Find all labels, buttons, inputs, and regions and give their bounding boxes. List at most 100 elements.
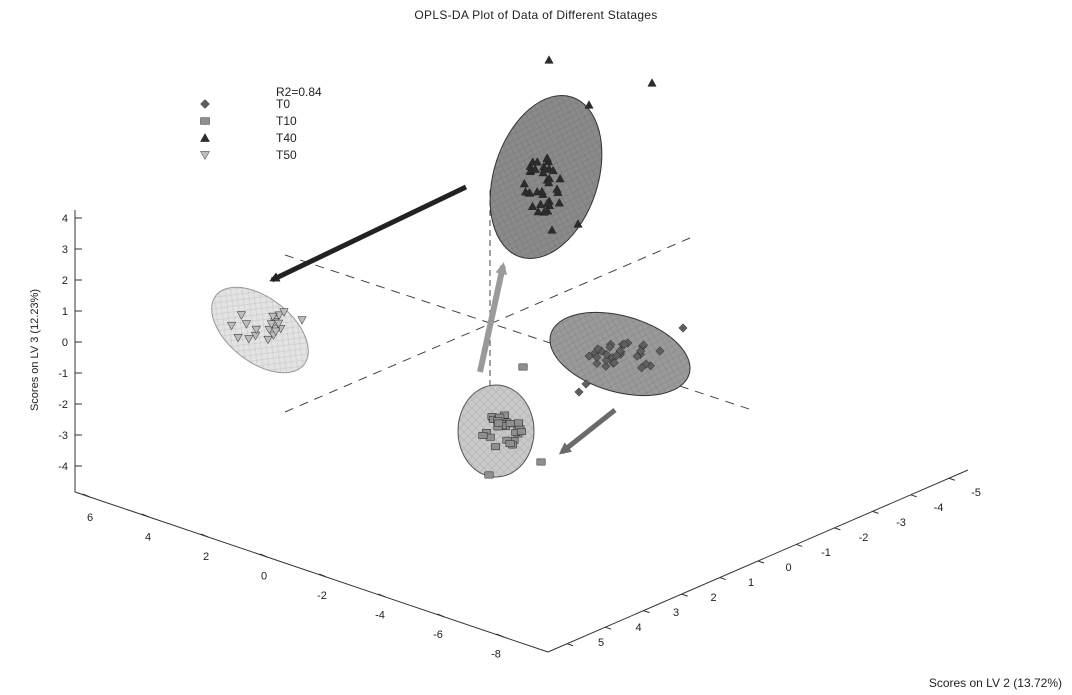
point-t50 — [241, 320, 252, 329]
point-t0 — [636, 346, 646, 356]
point-t50 — [263, 335, 273, 345]
point-t40 — [537, 186, 547, 196]
point-t0 — [584, 351, 594, 361]
legend-label-t0: T0 — [276, 97, 290, 111]
point-t10 — [478, 432, 488, 439]
point-t50 — [251, 325, 261, 335]
arrows — [269, 184, 617, 455]
y-tick-label-mark — [834, 527, 841, 531]
point-t0 — [602, 350, 612, 360]
point-t50 — [226, 321, 237, 331]
legend-marker-t10 — [200, 117, 210, 125]
z-tick-label: 0 — [62, 337, 68, 349]
point-t0 — [593, 344, 603, 354]
point-t0 — [601, 355, 611, 365]
x-tick-label-mark — [200, 533, 209, 538]
point-t40 — [520, 187, 531, 196]
legend-marker-t0 — [200, 99, 210, 109]
y-tick-label-mark — [948, 477, 956, 481]
chart-title: OPLS-DA Plot of Data of Different Statag… — [414, 8, 658, 22]
x-tick-label: -8 — [491, 649, 501, 661]
point-t10 — [505, 440, 515, 448]
point-t0 — [655, 346, 665, 356]
point-t0 — [636, 363, 647, 373]
point-t10 — [516, 428, 526, 436]
point-t40 — [519, 178, 529, 188]
z-tick-label: 4 — [62, 213, 68, 225]
y-tick-label: 4 — [635, 622, 641, 634]
y-tick-label: -5 — [971, 487, 981, 499]
y-tick-label: -1 — [821, 547, 831, 559]
x-tick-label-mark — [437, 613, 445, 618]
y-tick-label: 1 — [748, 577, 754, 589]
point-t40 — [530, 164, 540, 173]
point-t40 — [533, 206, 543, 216]
legend-marker-t50 — [200, 151, 210, 161]
y-tick-label-mark — [566, 643, 574, 647]
point-t40 — [547, 225, 557, 234]
z-tick-label: 3 — [62, 244, 68, 256]
y-tick-label-mark — [872, 510, 879, 514]
legend-label-t50: T50 — [276, 148, 297, 162]
point-t10 — [514, 419, 523, 427]
x-tick-label: -6 — [433, 629, 443, 641]
point-t10 — [494, 419, 504, 427]
y-tick-label-mark — [796, 543, 803, 547]
point-t0 — [592, 358, 602, 369]
point-t40 — [527, 201, 538, 210]
point-t50 — [273, 319, 284, 329]
point-t10 — [505, 420, 515, 427]
point-t40 — [535, 199, 546, 208]
y-tick-label: 3 — [673, 607, 679, 619]
point-t50 — [271, 327, 281, 337]
legend-label-t40: T40 — [276, 131, 297, 145]
point-t40 — [544, 177, 554, 187]
legend-label-t10: T10 — [276, 114, 297, 128]
y-tick-label: 0 — [785, 562, 791, 574]
x-tick-label-mark — [82, 493, 90, 498]
point-t10 — [536, 458, 546, 466]
x-tick-label-mark — [378, 593, 386, 598]
point-t0 — [574, 387, 584, 397]
point-t0 — [678, 323, 688, 333]
x-axis-line — [74, 491, 549, 653]
x-tick-label-mark — [319, 573, 327, 578]
y-tick-label: 2 — [710, 592, 716, 604]
x-tick-label: 6 — [87, 512, 93, 524]
point-t50 — [233, 334, 243, 343]
point-t40 — [584, 100, 594, 109]
legend-annotation: R2=0.84 — [276, 85, 322, 99]
point-t40 — [647, 78, 657, 87]
point-t50 — [266, 320, 277, 329]
point-t0 — [592, 352, 602, 362]
y-axis-label: Scores on LV 2 (13.72%) — [929, 676, 1062, 690]
z-tick-label: -3 — [58, 430, 68, 442]
point-t0 — [615, 346, 625, 356]
point-t0 — [609, 358, 619, 368]
point-t40 — [555, 173, 565, 183]
z-tick-label: 1 — [62, 306, 68, 318]
tick-labels: 4 3 2 1 0 -1 -2 -3 -4 6 4 2 0 -2 -4 -6 -8 -5 -4 -3 -2 -1 0 1 2 3 4… — [58, 213, 981, 661]
point-t10 — [518, 363, 528, 371]
z-axis-label: Scores on LV 3 (12.23%) — [29, 289, 41, 411]
point-t40 — [538, 167, 548, 177]
x-tick-label-mark — [141, 513, 150, 518]
point-t40 — [532, 157, 542, 166]
point-t50 — [297, 316, 307, 325]
y-tick-label-mark — [643, 610, 650, 614]
point-t40 — [548, 165, 558, 175]
point-t0 — [581, 379, 591, 389]
point-t40 — [573, 219, 583, 228]
x-tick-label: 4 — [145, 532, 151, 544]
y-tick-label: -4 — [934, 502, 944, 514]
arrow-t0-to-t10 — [558, 408, 617, 455]
point-t0 — [601, 361, 611, 371]
z-tick-label: -4 — [58, 461, 68, 473]
y-tick-label-mark — [681, 593, 688, 597]
point-t40 — [542, 153, 552, 162]
y-tick-label-mark — [719, 577, 726, 581]
point-t10 — [484, 471, 494, 479]
point-t0 — [619, 339, 629, 349]
z-tick-label: -2 — [58, 399, 68, 411]
